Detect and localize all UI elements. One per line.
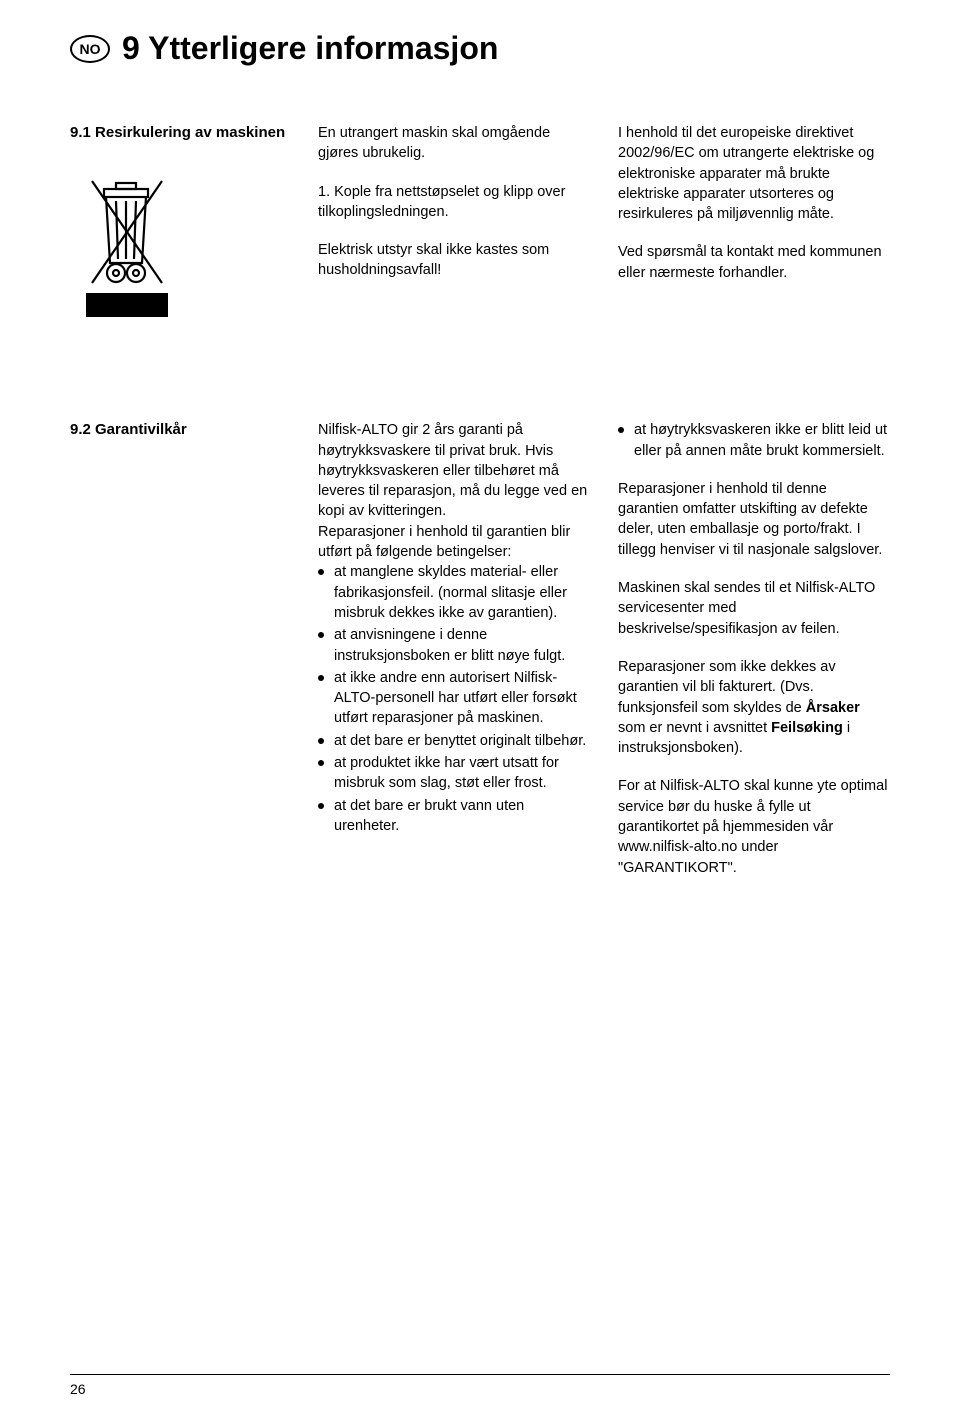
list-item: at det bare er benyttet originalt tilbeh… — [318, 731, 590, 751]
section-9-2-mid-col: Nilfisk-ALTO gir 2 års garanti på høytry… — [318, 420, 590, 838]
para: 1. Kople fra nettstøpselet og klipp over… — [318, 182, 590, 223]
text-bold: Årsaker — [806, 700, 860, 716]
list-item: at produktet ikke har vært utsatt for mi… — [318, 753, 590, 794]
section-9-1-left: 9.1 Resirkulering av maskinen — [70, 123, 290, 330]
para: Ved spørsmål ta kontakt med kommunen ell… — [618, 242, 890, 283]
para: For at Nilfisk-ALTO skal kunne yte optim… — [618, 776, 890, 877]
warranty-conditions-list: at manglene skyldes material- eller fabr… — [318, 562, 590, 836]
list-item: at høytrykksvaskeren ikke er blitt leid … — [618, 420, 890, 461]
list-item: at ikke andre enn autorisert Nilfisk-ALT… — [318, 668, 590, 729]
para: Maskinen skal sendes til et Nilfisk-ALTO… — [618, 578, 890, 639]
text-bold: Feilsøking — [771, 720, 843, 736]
section-9-1-mid-col: En utrangert maskin skal omgående gjøres… — [318, 123, 590, 281]
para: Reparasjoner i henhold til garantien bli… — [318, 522, 590, 563]
para: I henhold til det europeiske direktivet … — [618, 123, 890, 224]
page-header: NO 9 Ytterligere informasjon — [70, 30, 890, 67]
para: Elektrisk utstyr skal ikke kastes som hu… — [318, 240, 590, 281]
section-9-1-heading: 9.1 Resirkulering av maskinen — [70, 123, 290, 143]
para: Nilfisk-ALTO gir 2 års garanti på høytry… — [318, 420, 590, 521]
list-item: at det bare er brukt vann uten urenheter… — [318, 796, 590, 837]
page-footer: 26 — [70, 1374, 890, 1397]
para: Reparasjoner som ikke dekkes av garantie… — [618, 657, 890, 758]
section-9-2: 9.2 Garantivilkår Nilfisk-ALTO gir 2 års… — [70, 420, 890, 878]
page-number: 26 — [70, 1374, 890, 1397]
main-title: 9 Ytterligere informasjon — [122, 30, 498, 67]
warranty-conditions-list-cont: at høytrykksvaskeren ikke er blitt leid … — [618, 420, 890, 461]
section-9-1: 9.1 Resirkulering av maskinen — [70, 123, 890, 330]
section-9-1-right-col: I henhold til det europeiske direktivet … — [618, 123, 890, 283]
section-9-2-right-col: at høytrykksvaskeren ikke er blitt leid … — [618, 420, 890, 878]
list-item: at manglene skyldes material- eller fabr… — [318, 562, 590, 623]
section-9-2-heading: 9.2 Garantivilkår — [70, 420, 290, 440]
para: En utrangert maskin skal omgående gjøres… — [318, 123, 590, 164]
section-9-2-left: 9.2 Garantivilkår — [70, 420, 290, 464]
recycle-bin-crossed-icon — [80, 175, 290, 330]
text-run: som er nevnt i avsnittet — [618, 720, 771, 736]
para: Reparasjoner i henhold til denne garanti… — [618, 479, 890, 560]
list-item: at anvisningene i denne instruksjonsboke… — [318, 625, 590, 666]
language-badge: NO — [70, 35, 110, 63]
text-run: Reparasjoner som ikke dekkes av garantie… — [618, 659, 836, 716]
